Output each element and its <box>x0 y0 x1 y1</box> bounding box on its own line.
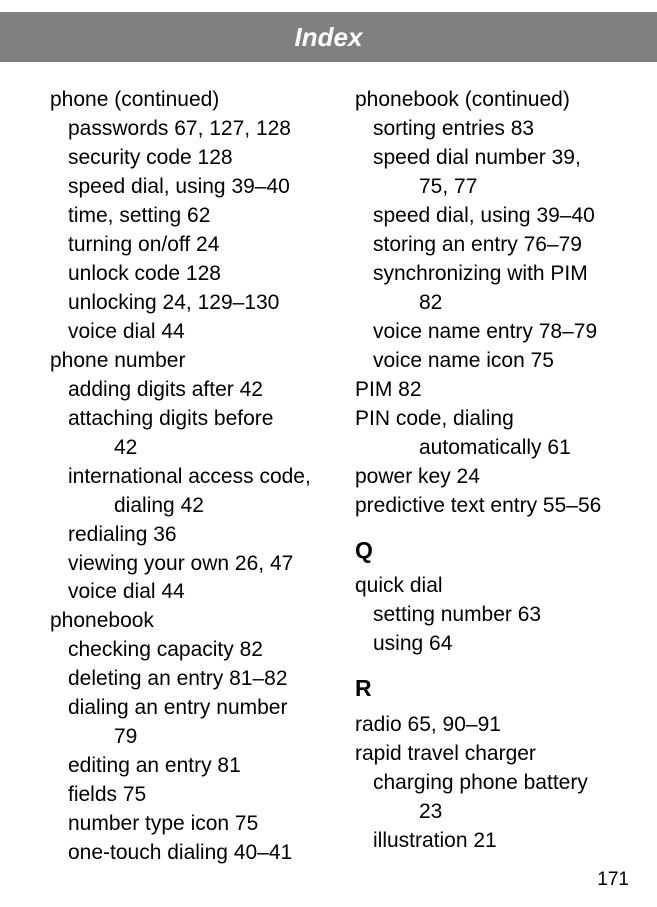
header-bar: Index <box>0 12 657 62</box>
index-entry: international access code, <box>50 463 345 492</box>
index-entry: dialing an entry number <box>50 694 345 723</box>
page-number: 171 <box>597 869 629 891</box>
index-entry: phonebook <box>50 607 345 636</box>
index-entry: number type icon 75 <box>50 810 345 839</box>
index-entry-continuation: 79 <box>50 723 345 752</box>
index-entry-continuation: 75, 77 <box>355 173 629 202</box>
index-entry: voice dial 44 <box>50 578 345 607</box>
index-entry: phone (continued) <box>50 86 345 115</box>
index-entry: sorting entries 83 <box>355 115 629 144</box>
index-entry: voice name icon 75 <box>355 347 629 376</box>
index-entry: storing an entry 76–79 <box>355 231 629 260</box>
index-entry: rapid travel charger <box>355 740 629 769</box>
index-entry-continuation: automatically 61 <box>355 434 629 463</box>
index-entry: speed dial, using 39–40 <box>50 173 345 202</box>
index-entry: redialing 36 <box>50 521 345 550</box>
index-content: phone (continued) passwords 67, 127, 128… <box>0 62 657 868</box>
index-entry: adding digits after 42 <box>50 376 345 405</box>
index-entry: PIM 82 <box>355 376 629 405</box>
index-entry: one-touch dialing 40–41 <box>50 839 345 868</box>
section-letter-q: Q <box>355 535 629 567</box>
index-entry: synchronizing with PIM <box>355 260 629 289</box>
index-entry: viewing your own 26, 47 <box>50 550 345 579</box>
left-column: phone (continued) passwords 67, 127, 128… <box>50 86 345 868</box>
index-entry: phonebook (continued) <box>355 86 629 115</box>
index-entry: radio 65, 90–91 <box>355 711 629 740</box>
index-entry: deleting an entry 81–82 <box>50 665 345 694</box>
index-entry: passwords 67, 127, 128 <box>50 115 345 144</box>
index-entry: time, setting 62 <box>50 202 345 231</box>
index-entry-continuation: 82 <box>355 289 629 318</box>
index-entry: editing an entry 81 <box>50 752 345 781</box>
index-entry: speed dial number 39, <box>355 144 629 173</box>
index-entry: turning on/off 24 <box>50 231 345 260</box>
index-entry: setting number 63 <box>355 601 629 630</box>
index-entry: power key 24 <box>355 463 629 492</box>
section-letter-r: R <box>355 673 629 705</box>
right-column: phonebook (continued) sorting entries 83… <box>355 86 629 868</box>
index-entry: security code 128 <box>50 144 345 173</box>
index-entry: illustration 21 <box>355 827 629 856</box>
index-entry: voice dial 44 <box>50 318 345 347</box>
index-entry: quick dial <box>355 572 629 601</box>
index-entry-continuation: dialing 42 <box>50 492 345 521</box>
index-entry: checking capacity 82 <box>50 636 345 665</box>
index-entry: PIN code, dialing <box>355 405 629 434</box>
index-entry: fields 75 <box>50 781 345 810</box>
index-entry: using 64 <box>355 630 629 659</box>
index-entry: charging phone battery <box>355 769 629 798</box>
page-title: Index <box>295 22 363 53</box>
index-entry: unlocking 24, 129–130 <box>50 289 345 318</box>
index-entry: speed dial, using 39–40 <box>355 202 629 231</box>
index-entry: phone number <box>50 347 345 376</box>
index-entry-continuation: 23 <box>355 798 629 827</box>
index-entry: attaching digits before <box>50 405 345 434</box>
index-entry: predictive text entry 55–56 <box>355 492 629 521</box>
index-entry-continuation: 42 <box>50 434 345 463</box>
index-entry: voice name entry 78–79 <box>355 318 629 347</box>
index-entry: unlock code 128 <box>50 260 345 289</box>
